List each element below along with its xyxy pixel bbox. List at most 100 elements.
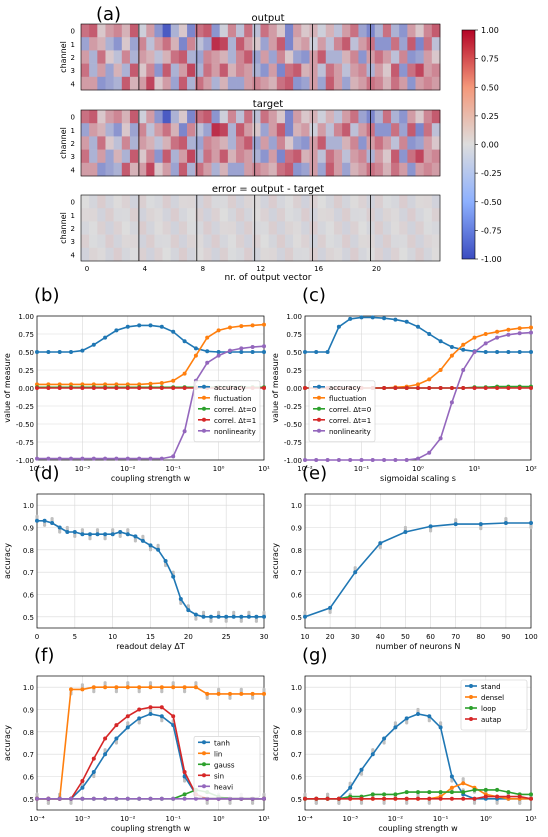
heatmap-cell: [129, 63, 139, 78]
heatmap-cell: [105, 63, 114, 78]
heatmap-cell: [431, 149, 441, 164]
heatmap-cell: [317, 50, 327, 64]
heatmap-cell: [203, 195, 212, 209]
heatmap-cell: [333, 208, 343, 222]
heatmap-cell: [301, 234, 310, 249]
data-point: [193, 612, 198, 617]
panel-label: (g): [302, 645, 327, 666]
heatmap-cell: [423, 221, 433, 235]
heatmap-xtick: 20: [372, 265, 381, 273]
heatmap-cell: [342, 37, 351, 51]
heatmap-cell: [170, 221, 180, 235]
data-point: [35, 796, 39, 801]
heatmap-cell: [252, 63, 261, 78]
heatmap-cell: [399, 123, 408, 137]
y-tick-label: -0.50: [16, 421, 34, 429]
data-point: [163, 559, 168, 563]
heatmap-cell: [317, 76, 327, 91]
x-tick-label: 10⁻²: [120, 465, 136, 473]
heatmap-cell: [211, 24, 221, 38]
panel-label: (c): [302, 285, 326, 306]
heatmap-cell: [391, 234, 400, 249]
data-point: [427, 377, 432, 382]
heatmap-cell: [170, 76, 180, 91]
panel-d: 0.5 0.6 0.7 0.8 0.9 1.0 0 5 10 15 20 25 30 (d) readout…: [3, 463, 268, 651]
heatmap-cell: [236, 50, 245, 64]
heatmap-cell: [244, 50, 253, 64]
heatmap-cell: [391, 110, 400, 124]
heatmap-cell: [211, 63, 221, 78]
heatmap-cell: [97, 136, 106, 150]
data-point: [209, 614, 213, 619]
heatmap-cell: [284, 76, 294, 91]
heatmap-cell: [342, 50, 351, 64]
heatmap-frame: [80, 194, 441, 262]
heatmap-cell: [154, 195, 163, 209]
heatmap-cell: [113, 221, 123, 235]
heatmap-xtick: 16: [314, 265, 323, 273]
heatmap-cell: [178, 24, 188, 38]
legend-entry: fluctuation: [214, 395, 252, 403]
heatmap-cell: [423, 247, 433, 262]
legend-box: [460, 679, 528, 731]
heatmap-cell: [187, 208, 196, 222]
replica-point: [439, 721, 443, 725]
heatmap-cell: [178, 37, 188, 51]
heatmap-cell: [81, 162, 90, 177]
heatmap-cell: [105, 37, 114, 51]
replica-point: [50, 517, 54, 521]
replica-point: [262, 792, 266, 797]
legend-marker: [317, 428, 321, 433]
heatmap-cell: [97, 162, 106, 177]
heatmap-cell: [81, 221, 90, 235]
data-point: [140, 538, 145, 543]
heatmap-cell: [260, 247, 269, 262]
heatmap-cell: [260, 63, 269, 78]
data-point: [303, 350, 307, 354]
data-point: [517, 331, 522, 336]
data-point: [156, 547, 161, 552]
heatmap-cell: [89, 149, 98, 164]
heatmap-cell: [252, 24, 261, 38]
legend-marker: [202, 417, 206, 422]
data-point: [506, 790, 511, 795]
heatmap-cell: [187, 110, 196, 124]
heatmap-cell: [415, 24, 424, 38]
heatmap-cell: [146, 50, 155, 64]
data-point: [110, 532, 115, 537]
heatmap-ytick: 2: [71, 54, 75, 62]
replica-point: [472, 799, 477, 804]
data-point: [35, 350, 39, 354]
replica-point: [303, 792, 307, 797]
data-point: [250, 796, 255, 801]
data-point: [125, 386, 130, 390]
heatmap-cell: [162, 162, 172, 177]
heatmap-cell: [276, 221, 286, 235]
data-point: [303, 458, 307, 462]
y-axis-label: accuracy: [271, 543, 280, 579]
data-point: [125, 685, 130, 690]
data-point: [393, 796, 398, 801]
data-point: [171, 454, 176, 459]
data-point: [239, 324, 244, 329]
legend-box: [193, 380, 261, 443]
heatmap-cell: [431, 162, 441, 177]
legend-marker: [317, 384, 321, 389]
heatmap-cell: [129, 234, 139, 249]
legend-entry: stand: [481, 683, 501, 691]
heatmap-cell: [187, 234, 196, 249]
data-point: [314, 458, 319, 462]
data-point: [438, 790, 443, 795]
data-point: [517, 386, 522, 390]
heatmap-cell: [358, 76, 367, 91]
replica-point: [205, 799, 209, 804]
data-point: [239, 796, 244, 801]
data-point: [529, 350, 533, 354]
heatmap-cell: [146, 63, 155, 78]
colorbar-tick-label: 0.25: [481, 112, 499, 121]
data-point: [461, 342, 466, 347]
y-tick-label: 0.7: [23, 569, 34, 577]
heatmap-cell: [244, 110, 253, 124]
data-point: [148, 685, 153, 690]
replica-point: [337, 799, 341, 804]
